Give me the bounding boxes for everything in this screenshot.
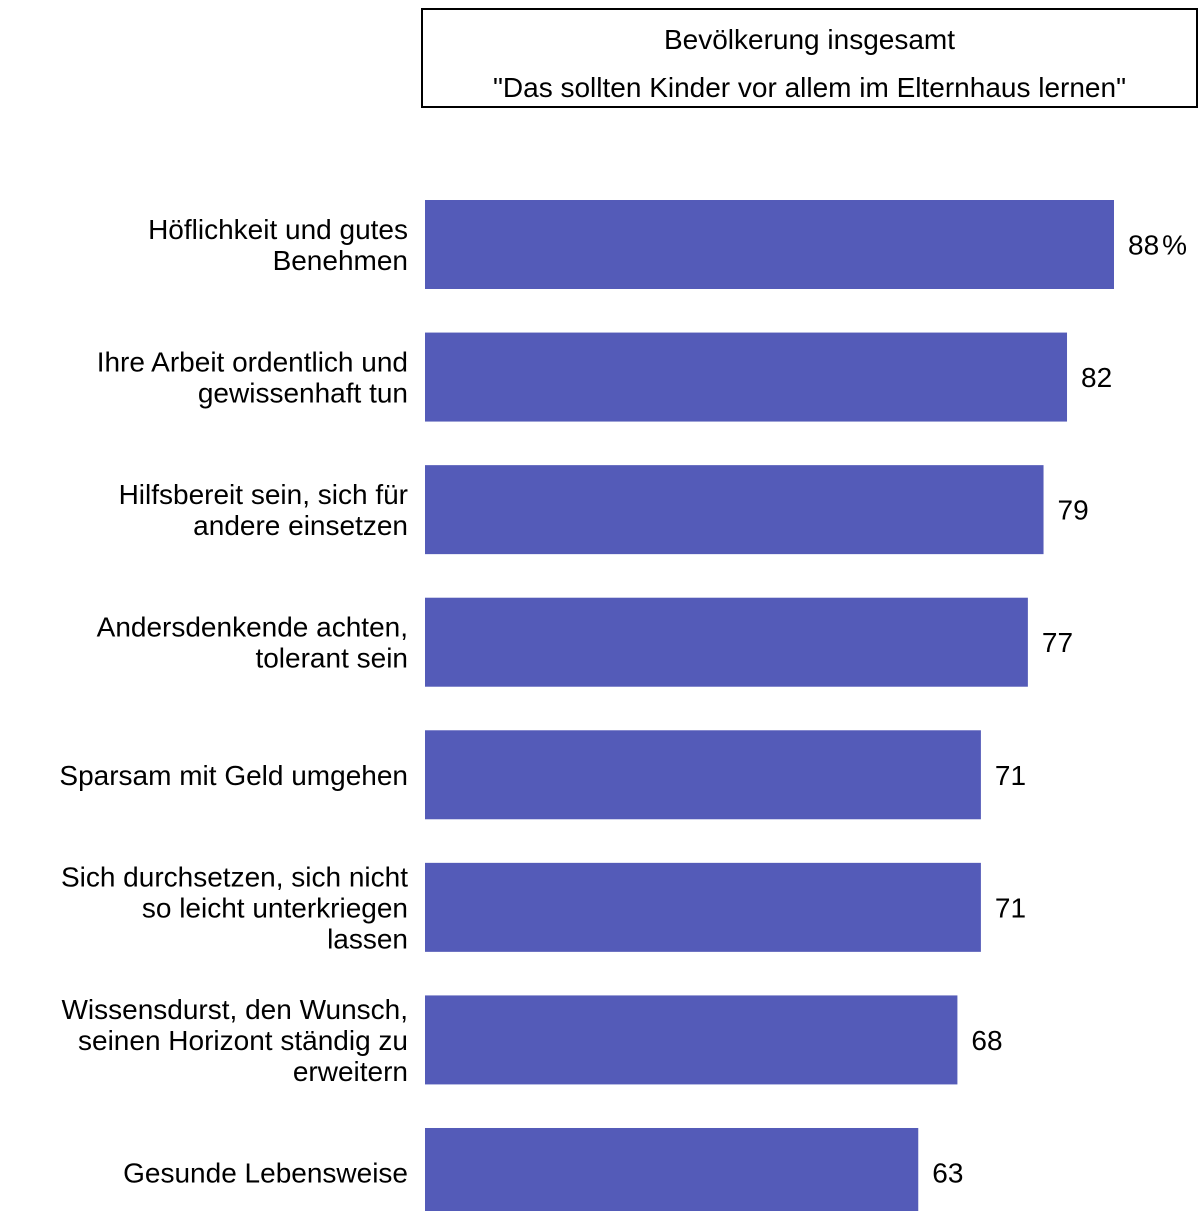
category-label-line: andere einsetzen	[193, 510, 408, 541]
bar	[425, 1127, 919, 1211]
bar	[425, 597, 1028, 687]
bar	[425, 332, 1068, 422]
bar	[425, 862, 981, 952]
category-label: Sich durchsetzen, sich nicht so leicht un…	[61, 861, 408, 954]
category-label: Gesunde Lebensweise	[123, 1157, 408, 1188]
bar-row: Höflichkeit und gutes Benehmen 88%	[148, 200, 1187, 289]
category-label: Hilfsbereit sein, sich für andere einsetz…	[119, 479, 408, 541]
category-label-line: seinen Horizont ständig zu	[78, 1025, 408, 1056]
value-label: 68	[971, 1025, 1002, 1056]
chart-subtitle: "Das sollten Kinder vor allem im Elternh…	[492, 72, 1127, 103]
bar-row: Sparsam mit Geld umgehen 71	[59, 730, 1026, 820]
category-label-line: so leicht unterkriegen	[142, 892, 408, 923]
value-label: 79	[1058, 495, 1089, 526]
category-label-line: erweitern	[293, 1056, 408, 1087]
value-label: 71	[995, 760, 1026, 791]
category-label-line: Sich durchsetzen, sich nicht	[61, 861, 408, 892]
category-label-line: tolerant sein	[255, 643, 408, 674]
category-label-line: Ihre Arbeit ordentlich und	[97, 347, 408, 378]
bar	[425, 730, 981, 820]
category-label-line: lassen	[327, 923, 408, 954]
category-label: Wissensdurst, den Wunsch, seinen Horizont…	[61, 994, 408, 1087]
chart-title-box: Bevölkerung insgesamt "Das sollten Kinde…	[421, 8, 1198, 108]
bar-row: Ihre Arbeit ordentlich und gewissenhaft t…	[97, 332, 1112, 422]
category-label-line: Wissensdurst, den Wunsch,	[61, 994, 408, 1025]
category-label-line: Gesunde Lebensweise	[123, 1157, 408, 1188]
bar	[425, 200, 1114, 289]
category-label-line: Höflichkeit und gutes	[148, 214, 408, 245]
bar-row: Andersdenkende achten, tolerant sein 77	[97, 597, 1073, 687]
bar	[425, 995, 958, 1085]
bar-row: Hilfsbereit sein, sich für andere einsetz…	[119, 465, 1089, 555]
value-label: 77	[1042, 627, 1073, 658]
category-label: Höflichkeit und gutes Benehmen	[148, 214, 408, 276]
category-label-line: Benehmen	[273, 245, 408, 276]
value-label: 82	[1081, 362, 1112, 393]
category-label-line: Andersdenkende achten,	[97, 612, 408, 643]
value-label: 71	[995, 892, 1026, 923]
category-label: Andersdenkende achten, tolerant sein	[97, 612, 408, 674]
category-label: Sparsam mit Geld umgehen	[59, 760, 408, 791]
bar	[425, 465, 1044, 555]
category-label-line: Sparsam mit Geld umgehen	[59, 760, 408, 791]
value-label: 88%	[1128, 230, 1187, 261]
category-label: Ihre Arbeit ordentlich und gewissenhaft t…	[97, 347, 408, 409]
bar-row: Gesunde Lebensweise 63	[123, 1127, 963, 1211]
bar-row: Sich durchsetzen, sich nicht so leicht un…	[61, 861, 1026, 954]
chart-title: Bevölkerung insgesamt	[663, 24, 956, 55]
percent-suffix: %	[1162, 230, 1187, 261]
bar-row: Wissensdurst, den Wunsch, seinen Horizont…	[61, 994, 1002, 1087]
category-label-line: Hilfsbereit sein, sich für	[119, 479, 408, 510]
category-label-line: gewissenhaft tun	[198, 378, 408, 409]
value-label: 63	[932, 1157, 963, 1188]
